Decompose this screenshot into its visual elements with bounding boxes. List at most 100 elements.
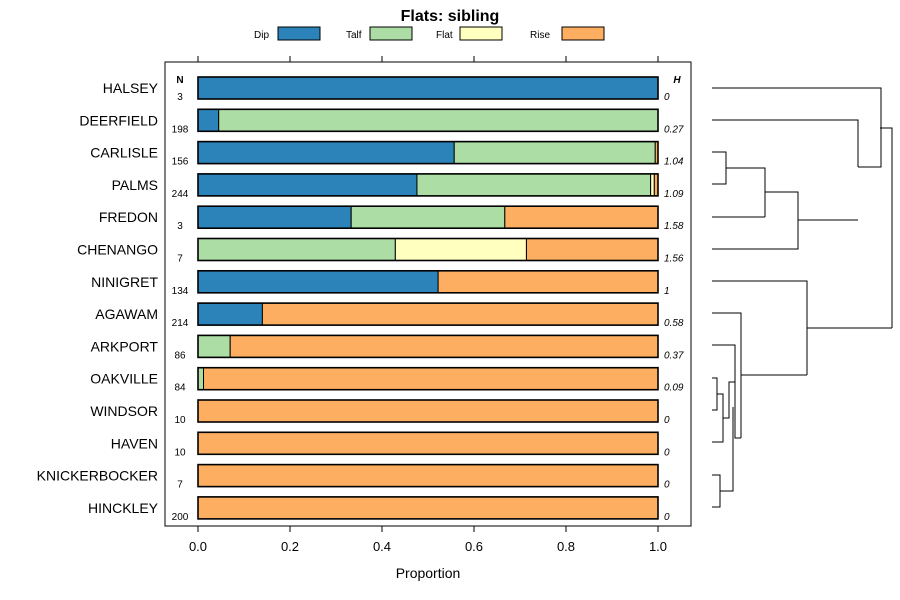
bar-segment-chenango-flat <box>394 238 527 261</box>
bar-segment-chenango-talf <box>197 238 396 261</box>
dendro-link <box>723 381 735 419</box>
bar-outline-ninigret <box>197 269 659 294</box>
dendro-link <box>720 407 734 492</box>
dendro-link <box>881 127 893 328</box>
bar-segment-palms-dip <box>197 173 418 197</box>
bar-outline-agawam <box>197 302 659 326</box>
x-tick-label: 0.0 <box>189 539 207 554</box>
bar-outline-oakville <box>197 366 659 391</box>
dendro-link <box>712 191 799 250</box>
h-value-arkport: 0.37 <box>664 350 684 361</box>
bar-segment-carlisle-talf <box>453 141 656 165</box>
legend-label-flat: Flat <box>436 30 453 41</box>
n-header: N <box>176 75 183 86</box>
bar-outline-windsor <box>197 399 659 423</box>
n-value-knickerbocker: 7 <box>177 480 183 491</box>
category-label-deerfield: DEERFIELD <box>79 112 158 128</box>
n-value-carlisle: 156 <box>172 157 189 168</box>
category-label-windsor: WINDSOR <box>90 403 158 419</box>
category-label-haven: HAVEN <box>111 435 158 451</box>
category-label-chenango: CHENANGO <box>77 242 158 258</box>
bar-segment-chenango-rise <box>525 238 659 261</box>
dendro-link <box>712 151 727 185</box>
bar-outline-palms <box>197 173 659 197</box>
bar-segment-ninigret-dip <box>197 270 439 294</box>
h-value-haven: 0 <box>664 447 670 458</box>
dendro-link <box>712 87 882 129</box>
bar-segment-oakville-talf <box>197 367 205 391</box>
n-value-windsor: 10 <box>174 415 186 426</box>
category-label-ninigret: NINIGRET <box>91 274 158 290</box>
bar-outline-chenango <box>197 237 659 262</box>
bar-segment-palms-flat <box>650 173 655 197</box>
dendro-link <box>712 474 721 508</box>
bar-segment-ninigret-rise <box>437 270 659 294</box>
category-label-knickerbocker: KNICKERBOCKER <box>37 468 158 484</box>
n-value-chenango: 7 <box>177 254 183 265</box>
bar-segment-deerfield-talf <box>218 108 659 132</box>
plot-panel <box>164 61 692 527</box>
bar-outline-knickerbocker <box>197 463 659 488</box>
category-label-carlisle: CARLISLE <box>90 145 158 161</box>
bar-outline-haven <box>197 431 659 456</box>
h-value-oakville: 0.09 <box>664 383 684 394</box>
dendro-link <box>858 128 882 168</box>
bar-segment-carlisle-dip <box>197 141 455 165</box>
dendro-link <box>712 280 808 375</box>
bar-outline-arkport <box>197 334 659 359</box>
legend-label-talf: Talf <box>346 30 362 41</box>
category-label-palms: PALMS <box>112 177 158 193</box>
h-value-ninigret: 1 <box>664 286 670 297</box>
n-value-arkport: 86 <box>174 350 186 361</box>
h-value-carlisle: 1.04 <box>664 157 684 168</box>
category-label-halsey: HALSEY <box>103 80 159 96</box>
bar-segment-haven-rise <box>197 431 659 455</box>
category-label-oakville: OAKVILLE <box>90 371 158 387</box>
h-value-fredon: 1.58 <box>664 221 684 232</box>
h-value-deerfield: 0.27 <box>664 124 684 135</box>
legend-swatch-dip <box>277 26 321 41</box>
n-value-hinckley: 200 <box>172 512 189 523</box>
dendro-link <box>712 377 718 411</box>
bar-segment-hinckley-rise <box>197 496 659 520</box>
legend-swatch-talf <box>369 26 413 41</box>
bars-group <box>197 76 659 520</box>
bar-segment-arkport-rise <box>229 334 659 358</box>
n-value-ninigret: 134 <box>172 286 189 297</box>
h-value-agawam: 0.58 <box>664 318 684 329</box>
dendrogram <box>712 87 893 508</box>
legend-label-dip: Dip <box>254 30 269 41</box>
x-tick-label: 0.8 <box>557 539 575 554</box>
h-value-halsey: 0 <box>664 92 670 103</box>
legend-label-rise: Rise <box>530 30 550 41</box>
bar-segment-palms-talf <box>416 173 652 197</box>
category-label-agawam: AGAWAM <box>95 306 158 322</box>
bar-segment-agawam-rise <box>261 302 659 326</box>
bar-outline-fredon <box>197 205 659 229</box>
bar-outline-deerfield <box>197 108 659 133</box>
legend: Dip Talf Flat Rise <box>254 26 605 41</box>
category-label-arkport: ARKPORT <box>91 338 159 354</box>
bar-segment-fredon-rise <box>504 205 659 229</box>
panel-frame <box>164 61 692 527</box>
axes-group: 0.0 0.2 0.4 0.6 0.8 1.0 <box>189 56 667 554</box>
n-value-haven: 10 <box>174 447 186 458</box>
bar-segment-oakville-rise <box>203 367 659 391</box>
n-value-oakville: 84 <box>174 383 186 394</box>
bar-outline-hinckley <box>197 496 659 520</box>
bar-segment-halsey-dip <box>197 76 659 100</box>
x-axis-title: Proportion <box>396 565 461 581</box>
x-tick-label: 0.4 <box>373 539 391 554</box>
h-value-knickerbocker: 0 <box>664 480 670 491</box>
x-tick-label: 0.2 <box>281 539 299 554</box>
x-tick-label: 0.6 <box>465 539 483 554</box>
h-value-hinckley: 0 <box>664 512 670 523</box>
bar-segment-arkport-talf <box>197 334 231 358</box>
dendro-link <box>726 167 766 217</box>
chart-title: Flats: sibling <box>401 8 500 25</box>
dendro-link <box>712 312 742 438</box>
dendro-link <box>712 344 741 439</box>
h-value-windsor: 0 <box>664 415 670 426</box>
bar-segment-fredon-dip <box>197 205 352 229</box>
